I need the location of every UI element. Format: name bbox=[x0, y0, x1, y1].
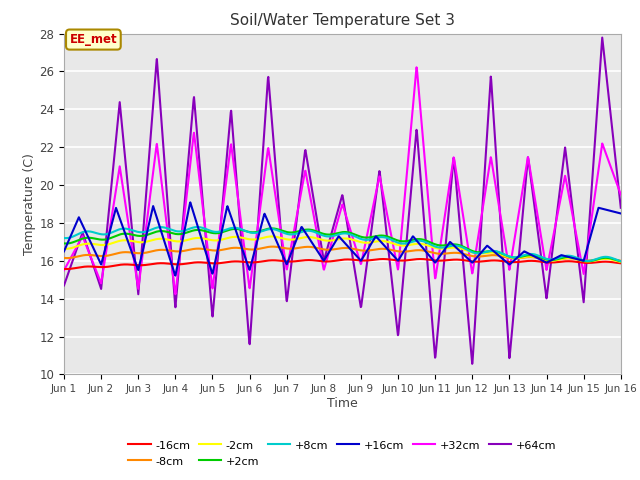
-2cm bbox=[378, 238, 385, 244]
-16cm bbox=[60, 266, 68, 272]
+2cm bbox=[617, 259, 625, 264]
+64cm bbox=[598, 35, 606, 40]
-16cm bbox=[318, 258, 326, 264]
X-axis label: Time: Time bbox=[327, 397, 358, 410]
-2cm bbox=[103, 242, 111, 248]
+8cm bbox=[126, 227, 134, 232]
+16cm bbox=[172, 273, 179, 278]
-16cm bbox=[617, 261, 625, 266]
+32cm bbox=[60, 267, 68, 273]
+2cm bbox=[103, 236, 111, 242]
+16cm bbox=[617, 211, 625, 216]
+16cm bbox=[308, 240, 316, 246]
-8cm bbox=[126, 250, 134, 255]
-8cm bbox=[378, 246, 385, 252]
-2cm bbox=[268, 234, 275, 240]
+32cm bbox=[126, 230, 134, 236]
-2cm bbox=[318, 237, 326, 243]
Line: -2cm: -2cm bbox=[64, 237, 621, 262]
+64cm bbox=[468, 361, 476, 367]
+2cm bbox=[318, 230, 326, 236]
Line: -16cm: -16cm bbox=[64, 259, 621, 269]
-8cm bbox=[308, 244, 316, 250]
+64cm bbox=[617, 205, 625, 211]
+2cm bbox=[378, 233, 385, 239]
+8cm bbox=[193, 224, 201, 230]
+16cm bbox=[297, 225, 305, 231]
-2cm bbox=[60, 246, 68, 252]
+2cm bbox=[60, 240, 68, 246]
+8cm bbox=[103, 231, 111, 237]
+16cm bbox=[103, 239, 111, 245]
-2cm bbox=[297, 235, 305, 241]
-8cm bbox=[103, 253, 111, 259]
-2cm bbox=[126, 238, 134, 243]
-8cm bbox=[269, 244, 276, 250]
Line: +8cm: +8cm bbox=[64, 227, 621, 261]
+64cm bbox=[377, 179, 385, 185]
-16cm bbox=[126, 262, 134, 267]
+32cm bbox=[413, 64, 420, 70]
Line: +64cm: +64cm bbox=[64, 37, 621, 364]
+32cm bbox=[103, 243, 111, 249]
Text: EE_met: EE_met bbox=[70, 33, 117, 46]
+16cm bbox=[186, 200, 194, 205]
-16cm bbox=[297, 258, 305, 264]
-8cm bbox=[617, 258, 625, 264]
+32cm bbox=[378, 181, 385, 187]
+16cm bbox=[319, 256, 326, 262]
+2cm bbox=[297, 228, 305, 234]
+64cm bbox=[318, 246, 326, 252]
+8cm bbox=[378, 234, 385, 240]
+64cm bbox=[103, 226, 111, 232]
+2cm bbox=[268, 226, 275, 231]
+8cm bbox=[308, 228, 316, 234]
+32cm bbox=[308, 204, 316, 210]
Line: +32cm: +32cm bbox=[64, 67, 621, 294]
+64cm bbox=[308, 185, 316, 191]
-8cm bbox=[297, 245, 305, 251]
+32cm bbox=[297, 192, 305, 198]
Title: Soil/Water Temperature Set 3: Soil/Water Temperature Set 3 bbox=[230, 13, 455, 28]
-2cm bbox=[308, 234, 316, 240]
+16cm bbox=[378, 240, 385, 245]
-16cm bbox=[417, 256, 424, 262]
+8cm bbox=[318, 232, 326, 238]
Line: +2cm: +2cm bbox=[64, 228, 621, 262]
+64cm bbox=[126, 204, 134, 209]
+16cm bbox=[126, 243, 134, 249]
+64cm bbox=[296, 188, 304, 193]
+2cm bbox=[126, 231, 134, 237]
+8cm bbox=[60, 235, 68, 241]
Legend: -16cm, -8cm, -2cm, +2cm, +8cm, +16cm, +32cm, +64cm: -16cm, -8cm, -2cm, +2cm, +8cm, +16cm, +3… bbox=[124, 436, 561, 471]
-16cm bbox=[308, 257, 316, 263]
+32cm bbox=[172, 291, 179, 297]
-2cm bbox=[617, 259, 625, 265]
Line: -8cm: -8cm bbox=[64, 247, 621, 261]
+16cm bbox=[60, 249, 68, 254]
+32cm bbox=[318, 258, 326, 264]
+8cm bbox=[297, 229, 305, 235]
-8cm bbox=[60, 255, 68, 261]
-8cm bbox=[318, 246, 326, 252]
-16cm bbox=[62, 266, 70, 272]
Line: +16cm: +16cm bbox=[64, 203, 621, 276]
+32cm bbox=[617, 192, 625, 197]
Y-axis label: Temperature (C): Temperature (C) bbox=[24, 153, 36, 255]
-16cm bbox=[104, 264, 111, 270]
+2cm bbox=[308, 227, 316, 233]
-16cm bbox=[378, 256, 385, 262]
+64cm bbox=[60, 283, 68, 288]
+8cm bbox=[617, 258, 625, 264]
